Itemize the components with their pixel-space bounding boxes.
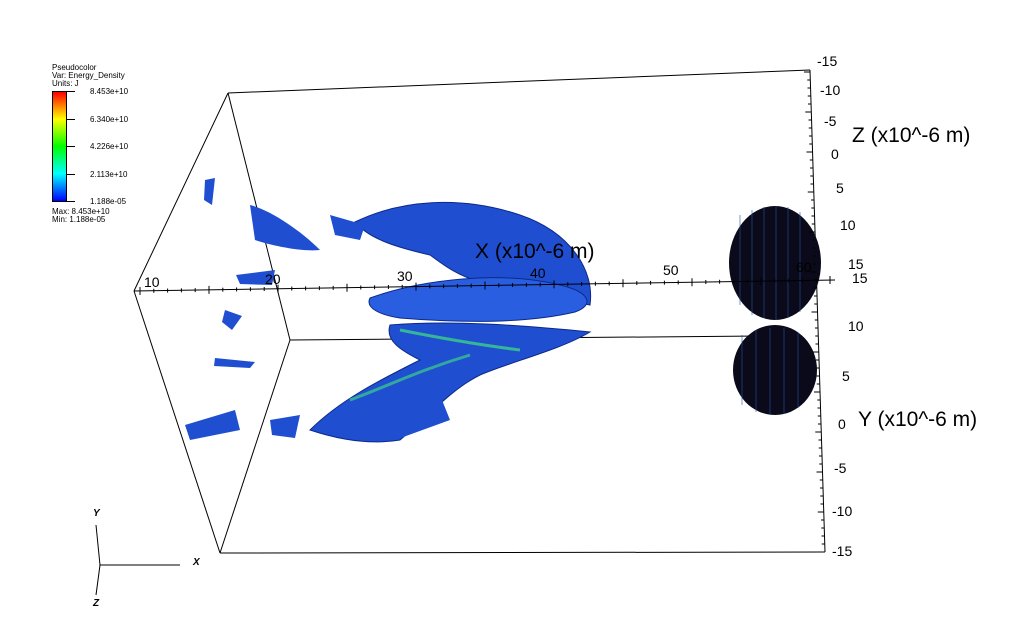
green-highlight [399, 328, 521, 352]
y-tick-label: 15 [852, 270, 868, 286]
z-tick-label: 15 [848, 256, 864, 272]
x-axis-title: X (x10^-6 m) [475, 240, 595, 263]
z-tick-label: 5 [836, 180, 844, 196]
legend-plot-type: Pseudocolor [52, 63, 97, 72]
legend-tick-label: 2.113e+10 [90, 170, 128, 179]
laser-pulse-stripes [739, 206, 801, 415]
legend-tick-label: 6.340e+10 [90, 115, 129, 124]
x-tick-label: 20 [265, 271, 281, 287]
color-legend-bar [52, 91, 67, 202]
z-axis-title: Z (x10^-6 m) [852, 124, 971, 147]
triad-x-label: X [193, 557, 200, 568]
legend-variable: Var: Energy_Density [52, 71, 125, 80]
x-tick-label: 30 [397, 268, 413, 284]
y-tick-label: 5 [842, 368, 850, 384]
legend-min: Min: 1.188e-05 [52, 215, 106, 224]
legend-tick-label: 4.226e+10 [90, 142, 129, 151]
legend-max: Max: 8.453e+10 [52, 207, 110, 216]
x-axis-ticks [139, 276, 831, 295]
y-tick-label: -15 [832, 543, 853, 559]
orientation-triad [95, 524, 180, 596]
triad-z-label: Z [93, 598, 100, 609]
legend-units: Units: J [52, 79, 79, 88]
x-tick-label: 60 [796, 259, 812, 275]
legend-tick-label: 8.453e+10 [90, 87, 129, 96]
z-tick-label: -10 [820, 82, 841, 98]
y-tick-label: 0 [838, 416, 846, 432]
central-bubble-surface [368, 277, 588, 322]
y-tick-label: -10 [832, 503, 853, 519]
z-tick-label: 0 [831, 146, 839, 162]
green-highlight-lower [349, 353, 471, 402]
z-tick-label: -15 [817, 53, 838, 69]
y-tick-label: 10 [848, 318, 864, 334]
y-axis-title: Y (x10^-6 m) [858, 408, 978, 431]
y-tick-label: -5 [834, 460, 847, 476]
x-tick-label: 10 [144, 274, 160, 290]
x-tick-label: 40 [530, 265, 546, 281]
z-tick-label: -5 [824, 113, 837, 129]
legend-tick-label: 1.188e-05 [90, 197, 127, 206]
fragment-upper-left [250, 205, 320, 251]
z-axis-ticks [804, 71, 825, 553]
triad-y-label: Y [93, 508, 100, 519]
z-tick-label: 10 [840, 217, 856, 233]
energy-density-surfaces [185, 178, 592, 443]
laser-pulse [729, 206, 821, 415]
x-tick-label: 50 [663, 262, 679, 278]
